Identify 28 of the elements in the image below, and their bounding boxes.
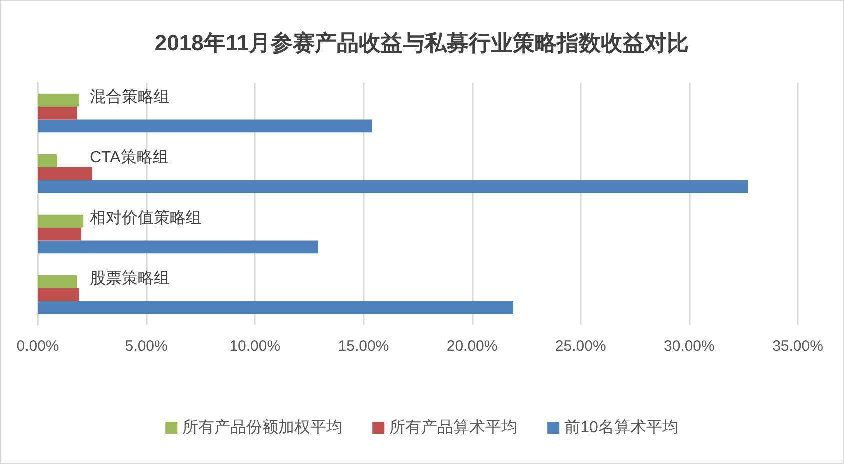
chart-title: 2018年11月参赛产品收益与私募行业策略指数收益对比 xyxy=(154,30,690,56)
bar xyxy=(38,94,80,107)
bar xyxy=(38,240,318,254)
x-tick-label: 20.00% xyxy=(446,338,498,355)
bar xyxy=(38,167,92,180)
bar xyxy=(38,180,748,194)
y-tick-label: 股票策略组 xyxy=(90,269,170,288)
legend-label: 所有产品算术平均 xyxy=(390,418,518,436)
x-tick-label: 5.00% xyxy=(125,338,168,355)
y-tick-label: 混合策略组 xyxy=(90,88,170,106)
bar xyxy=(38,288,80,302)
x-tick-label: 15.00% xyxy=(338,338,390,355)
bar xyxy=(38,214,84,228)
x-tick-label: 0.00% xyxy=(16,338,60,355)
bar xyxy=(38,275,78,288)
x-tick-label: 30.00% xyxy=(664,338,715,355)
bar xyxy=(38,301,514,314)
bar xyxy=(38,228,82,241)
x-tick-label: 10.00% xyxy=(230,338,281,355)
bar xyxy=(38,106,78,120)
y-tick-label: 相对价值策略组 xyxy=(90,208,202,227)
x-tick-label: 25.00% xyxy=(555,338,606,355)
x-tick-label: 35.00% xyxy=(772,338,824,355)
y-tick-label: CTA策略组 xyxy=(90,148,169,166)
bar xyxy=(38,154,58,168)
bar xyxy=(38,120,372,133)
legend-label: 所有产品份额加权平均 xyxy=(182,418,343,436)
legend-label: 前10名算术平均 xyxy=(564,418,678,436)
